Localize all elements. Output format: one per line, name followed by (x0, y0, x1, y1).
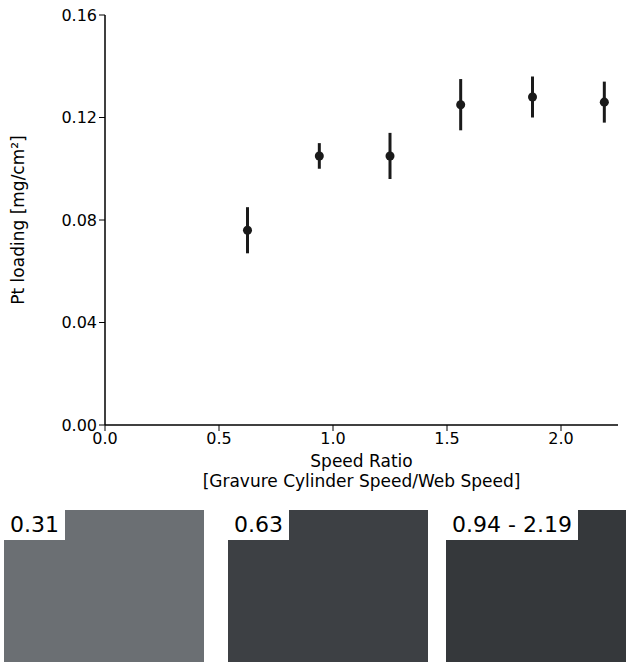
html-text:0.94 - 2.19: 0.94 - 2.19 (452, 512, 572, 537)
svg-text:0.08: 0.08 (61, 211, 97, 230)
svg-text:1.0: 1.0 (320, 429, 345, 448)
svg-text:0.16: 0.16 (61, 6, 97, 25)
svg-text:Speed Ratio[Gravure Cylinder S: Speed Ratio[Gravure Cylinder Speed/Web S… (203, 451, 521, 491)
svg-text:0.00: 0.00 (61, 416, 97, 435)
html-text:0.63: 0.63 (234, 512, 283, 537)
svg-text:0.04: 0.04 (61, 313, 97, 332)
svg-text:2.0: 2.0 (548, 429, 573, 448)
svg-text:Pt loading [mg/cm²]: Pt loading [mg/cm²] (8, 135, 28, 304)
svg-text:0.12: 0.12 (61, 108, 97, 127)
html-text:0.31: 0.31 (10, 512, 59, 537)
svg-text:1.5: 1.5 (434, 429, 459, 448)
svg-text:0.5: 0.5 (206, 429, 231, 448)
svg-text:0.0: 0.0 (92, 429, 118, 449)
